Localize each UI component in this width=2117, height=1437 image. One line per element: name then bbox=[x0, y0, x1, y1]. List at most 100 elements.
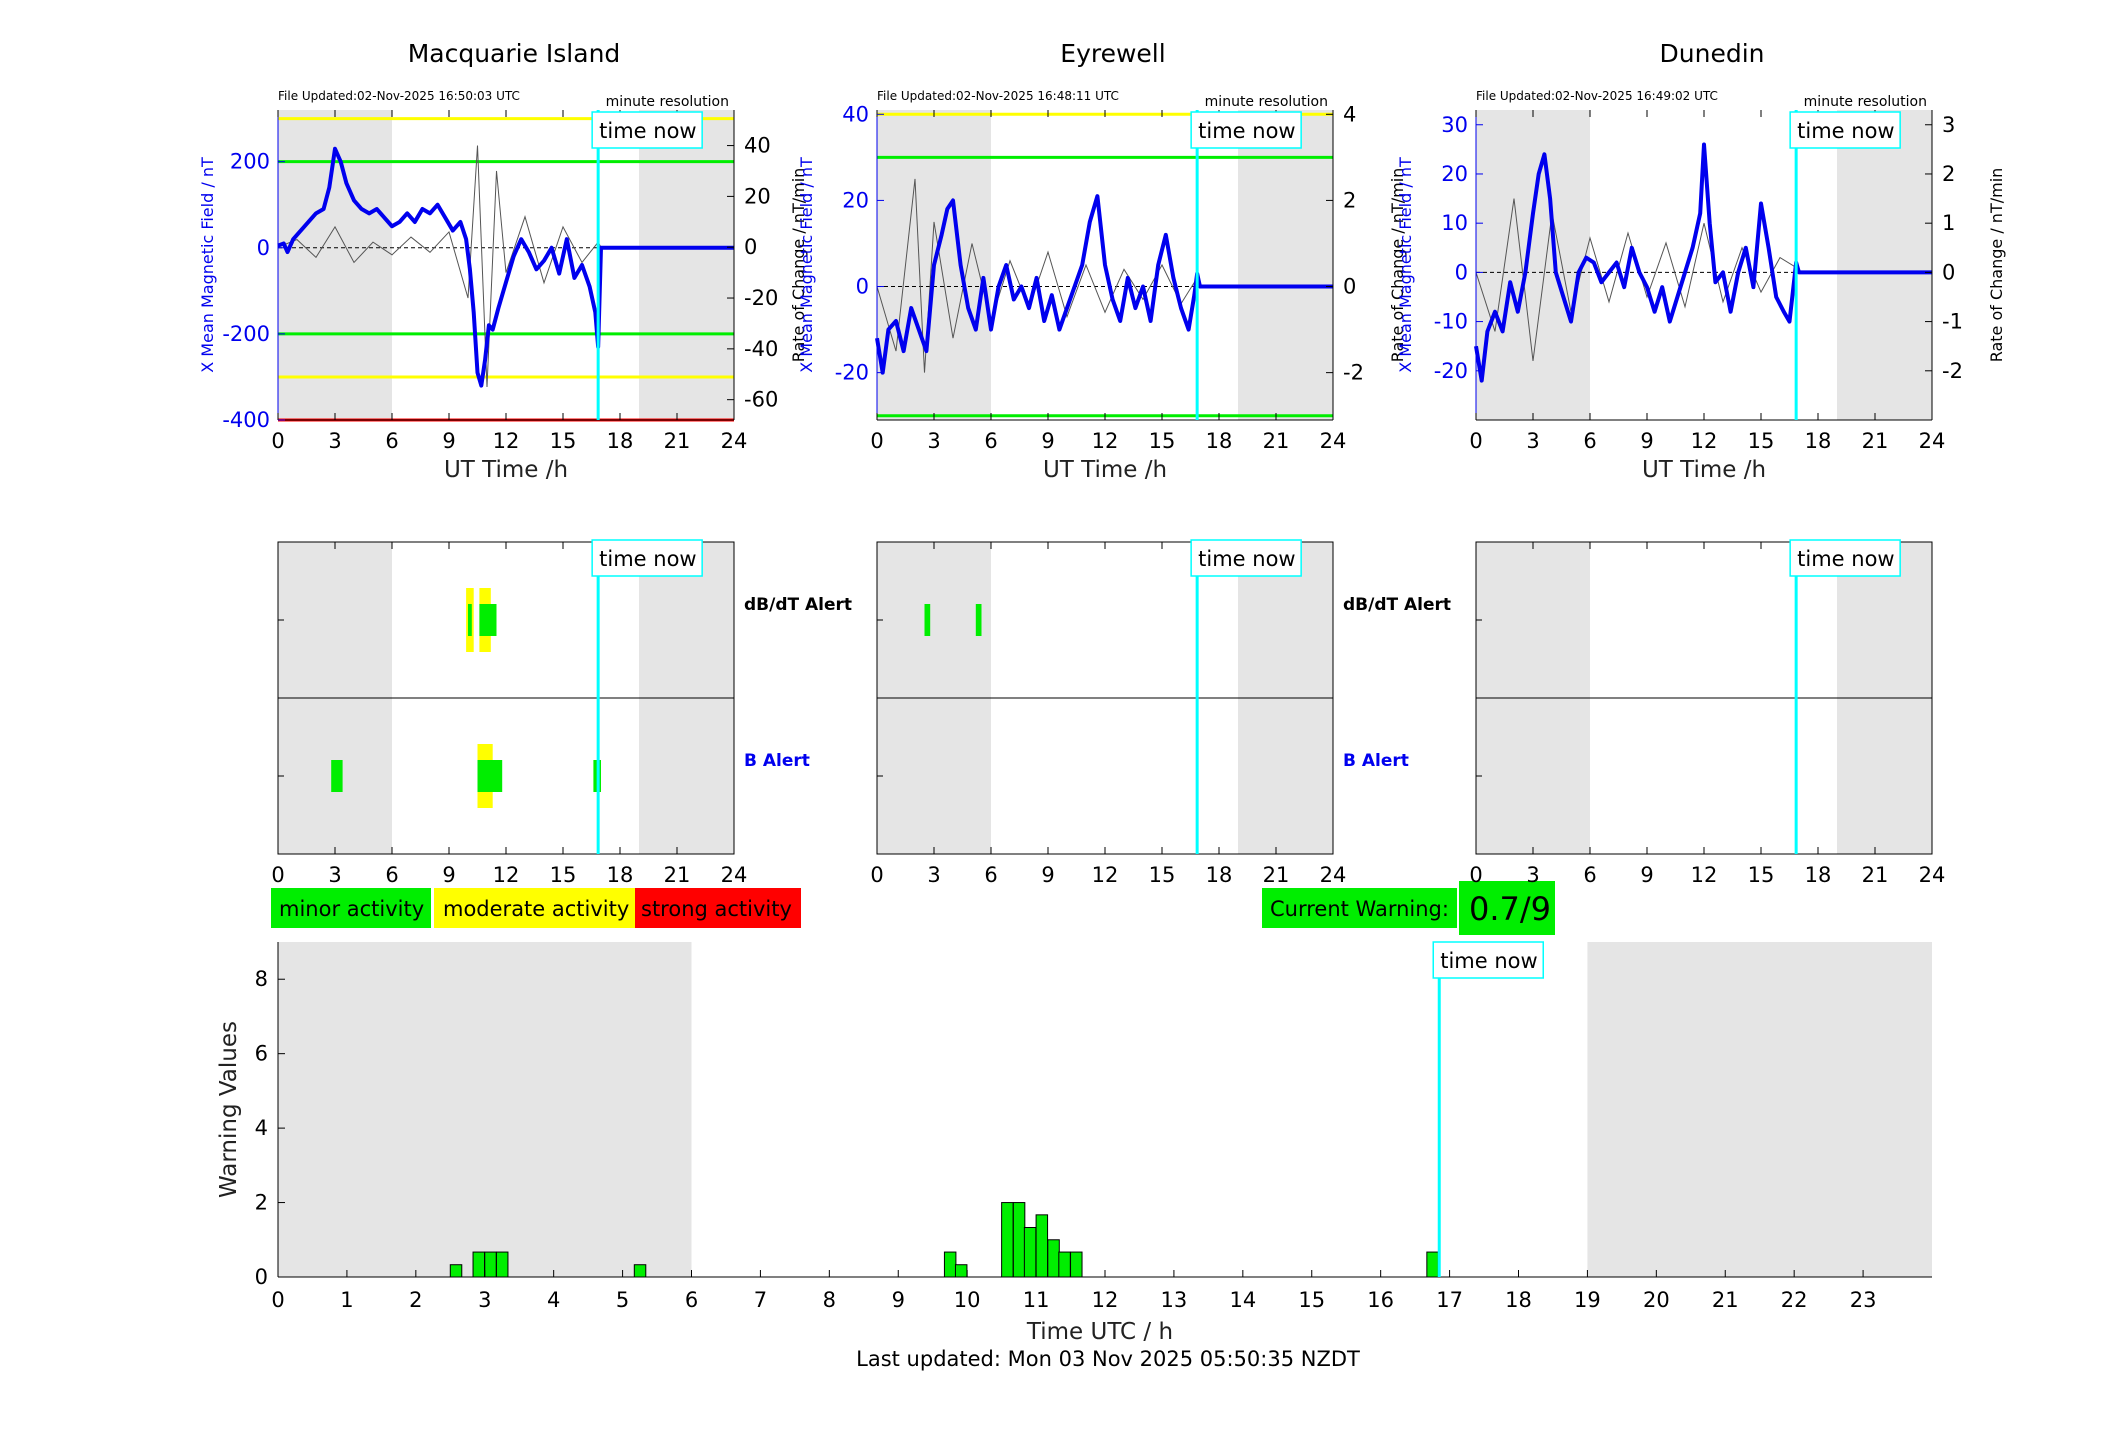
x-tick-label: 0 bbox=[1469, 429, 1482, 453]
x-tick-label: 3 bbox=[328, 863, 341, 887]
x-tick-label: 17 bbox=[1436, 1288, 1463, 1312]
x-tick-label: 9 bbox=[1640, 429, 1653, 453]
night-shading bbox=[639, 110, 734, 420]
x-tick-label: 0 bbox=[271, 863, 284, 887]
x-tick-label: 21 bbox=[1862, 429, 1889, 453]
x-axis-label: UT Time /h bbox=[444, 457, 568, 483]
warning-bar bbox=[1426, 1251, 1439, 1278]
x-tick-label: 6 bbox=[984, 429, 997, 453]
y-tick-label: 40 bbox=[842, 102, 869, 126]
x-tick-label: 19 bbox=[1574, 1288, 1601, 1312]
x-tick-label: 21 bbox=[1712, 1288, 1739, 1312]
y-tick-label: 20 bbox=[1441, 162, 1468, 186]
x-tick-label: 15 bbox=[1298, 1288, 1325, 1312]
time-now-text: time now bbox=[1198, 547, 1295, 571]
y-right-tick-label: 20 bbox=[744, 184, 771, 208]
y-axis-label: X Mean Magnetic Field / nT bbox=[1396, 157, 1415, 373]
x-tick-label: 21 bbox=[1862, 863, 1889, 887]
current-warning: Current Warning: 0.7/9 bbox=[1262, 881, 1555, 935]
warning-bar bbox=[1070, 1251, 1083, 1278]
y-tick-label: 0 bbox=[856, 275, 869, 299]
x-tick-label: 3 bbox=[927, 429, 940, 453]
x-tick-label: 18 bbox=[1805, 429, 1832, 453]
warning-bar bbox=[943, 1251, 957, 1278]
x-tick-label: 15 bbox=[1149, 863, 1176, 887]
x-tick-label: 0 bbox=[271, 429, 284, 453]
alert-block bbox=[975, 604, 982, 636]
y-right-tick-label: -40 bbox=[744, 337, 778, 361]
x-tick-label: 15 bbox=[1748, 429, 1775, 453]
legend-strong-label: strong activity bbox=[641, 897, 792, 921]
y-right-tick-label: -1 bbox=[1942, 310, 1963, 334]
x-tick-label: 15 bbox=[550, 863, 577, 887]
x-tick-label: 6 bbox=[984, 863, 997, 887]
y-tick-label: 10 bbox=[1441, 211, 1468, 235]
y-right-tick-label: 4 bbox=[1343, 102, 1356, 126]
x-tick-label: 18 bbox=[607, 863, 634, 887]
x-tick-label: 15 bbox=[550, 429, 577, 453]
time-now-text: time now bbox=[1198, 119, 1295, 143]
warning-bar bbox=[472, 1251, 486, 1278]
x-tick-label: 24 bbox=[1919, 863, 1946, 887]
y-right-tick-label: 1 bbox=[1942, 211, 1955, 235]
time-now-label: time now bbox=[591, 111, 703, 149]
warning-bar bbox=[1001, 1202, 1014, 1278]
x-tick-label: 12 bbox=[1092, 1288, 1119, 1312]
x-axis-label: UT Time /h bbox=[1642, 457, 1766, 483]
x-tick-label: 12 bbox=[1092, 863, 1119, 887]
night-shading bbox=[278, 942, 692, 1277]
x-tick-label: 18 bbox=[607, 429, 634, 453]
x-tick-label: 5 bbox=[616, 1288, 629, 1312]
chart-title: Macquarie Island bbox=[408, 39, 621, 68]
y-axis-label-right: Rate of Change / nT/min bbox=[1388, 168, 1407, 363]
x-tick-label: 15 bbox=[1149, 429, 1176, 453]
alert-block bbox=[468, 604, 472, 636]
x-axis-label: UT Time /h bbox=[1043, 457, 1167, 483]
y-tick-label: 200 bbox=[230, 150, 270, 174]
current-warning-label-bg bbox=[1262, 888, 1457, 928]
warning-bar bbox=[633, 1264, 647, 1278]
x-tick-label: 6 bbox=[685, 1288, 698, 1312]
time-now-label: time now bbox=[1432, 941, 1544, 979]
x-tick-label: 0 bbox=[870, 863, 883, 887]
time-now-label: time now bbox=[1190, 539, 1302, 577]
y-right-tick-label: -2 bbox=[1942, 359, 1963, 383]
x-tick-label: 24 bbox=[1320, 429, 1347, 453]
x-tick-label: 20 bbox=[1643, 1288, 1670, 1312]
b-alert-label: B Alert bbox=[1343, 751, 1409, 771]
legend-minor-label: minor activity bbox=[279, 897, 424, 921]
time-now-label: time now bbox=[1190, 111, 1302, 149]
time-now-text: time now bbox=[599, 547, 696, 571]
y-right-tick-label: 0 bbox=[744, 235, 757, 259]
time-now-box bbox=[1789, 539, 1901, 577]
time-now-box bbox=[1432, 941, 1544, 979]
y-tick-label: 30 bbox=[1441, 113, 1468, 137]
y-tick-label: 0 bbox=[255, 1265, 268, 1289]
x-tick-label: 21 bbox=[1263, 863, 1290, 887]
current-warning-value: 0.7/9 bbox=[1469, 890, 1551, 928]
y-right-tick-label: 0 bbox=[1343, 275, 1356, 299]
x-tick-label: 9 bbox=[442, 429, 455, 453]
x-tick-label: 9 bbox=[1041, 429, 1054, 453]
mean-field-series bbox=[1474, 142, 1932, 383]
y-right-tick-label: 0 bbox=[1942, 260, 1955, 284]
time-now-text: time now bbox=[1797, 547, 1894, 571]
alert-block bbox=[924, 604, 931, 636]
x-axis-label: Time UTC / h bbox=[1026, 1319, 1173, 1345]
legend-strong-swatch bbox=[635, 888, 801, 928]
x-tick-label: 21 bbox=[664, 863, 691, 887]
minute-resolution: minute resolution bbox=[1804, 94, 1927, 110]
y-tick-label: 8 bbox=[255, 967, 268, 991]
x-tick-label: 21 bbox=[664, 429, 691, 453]
night-shading bbox=[1837, 110, 1932, 420]
x-tick-label: 9 bbox=[442, 863, 455, 887]
y-tick-label: 4 bbox=[255, 1116, 268, 1140]
y-tick-label: 0 bbox=[1455, 260, 1468, 284]
x-tick-label: 3 bbox=[1526, 863, 1539, 887]
y-right-tick-label: -2 bbox=[1343, 361, 1364, 385]
x-tick-label: 8 bbox=[823, 1288, 836, 1312]
x-tick-label: 12 bbox=[1691, 429, 1718, 453]
night-shading bbox=[1587, 942, 1932, 1277]
x-tick-label: 7 bbox=[754, 1288, 767, 1312]
x-tick-label: 21 bbox=[1263, 429, 1290, 453]
